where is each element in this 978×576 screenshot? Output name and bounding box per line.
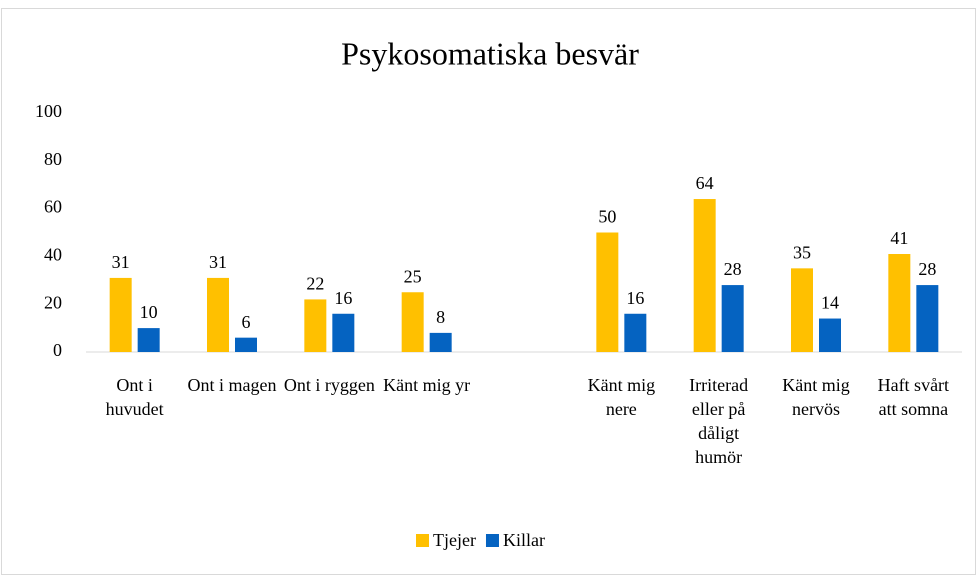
x-tick-label: Haft svårt att somna [878, 375, 949, 419]
data-label: 6 [242, 312, 251, 332]
bar [624, 313, 647, 352]
data-label: 16 [334, 288, 352, 308]
bar [429, 332, 452, 352]
data-label: 31 [112, 252, 130, 272]
legend-label: Tjejer [433, 530, 476, 550]
y-tick-label: 40 [44, 245, 62, 265]
data-label: 8 [436, 307, 445, 327]
legend-label: Killar [503, 530, 545, 550]
chart-border [1, 8, 976, 575]
y-tick-label: 60 [44, 197, 62, 217]
y-tick-label: 0 [53, 340, 62, 360]
data-label: 10 [140, 302, 158, 322]
bar [916, 285, 939, 352]
data-label: 28 [724, 259, 742, 279]
bar [819, 318, 841, 352]
legend-swatch [485, 534, 499, 547]
data-label: 22 [306, 274, 324, 294]
data-label: 31 [209, 252, 227, 272]
x-tick-label: Ont i magen [188, 375, 277, 395]
data-label: 50 [598, 207, 616, 227]
bar [304, 299, 327, 352]
x-tick-label: Känt mig nervös [782, 375, 850, 419]
x-tick-label: Känt mig yr [383, 375, 470, 395]
legend-swatch [416, 534, 429, 547]
y-tick-label: 80 [44, 149, 62, 169]
bar [207, 277, 229, 352]
x-tick-label: Irriterad eller på dåligt humör [689, 375, 748, 467]
bar [693, 199, 716, 352]
bar [401, 292, 424, 352]
bar [235, 337, 257, 352]
bar [137, 328, 160, 352]
bar [332, 313, 355, 352]
bar [791, 268, 813, 352]
y-tick-label: 20 [44, 292, 62, 312]
data-label: 16 [626, 288, 644, 308]
y-tick-label: 100 [35, 101, 62, 121]
bar [888, 254, 911, 352]
data-label: 35 [793, 242, 811, 262]
chart-title: Psykosomatiska besvär [341, 35, 639, 71]
data-label: 28 [918, 259, 936, 279]
x-tick-label: Känt mig nere [588, 375, 656, 419]
bar [721, 285, 744, 352]
data-label: 41 [890, 228, 908, 248]
data-label: 14 [821, 293, 839, 313]
x-tick-label: Ont i huvudet [106, 375, 164, 419]
bar [109, 277, 132, 352]
bar [596, 232, 619, 352]
x-tick-label: Ont i ryggen [284, 375, 375, 395]
data-label: 64 [696, 173, 714, 193]
data-label: 25 [404, 266, 422, 286]
